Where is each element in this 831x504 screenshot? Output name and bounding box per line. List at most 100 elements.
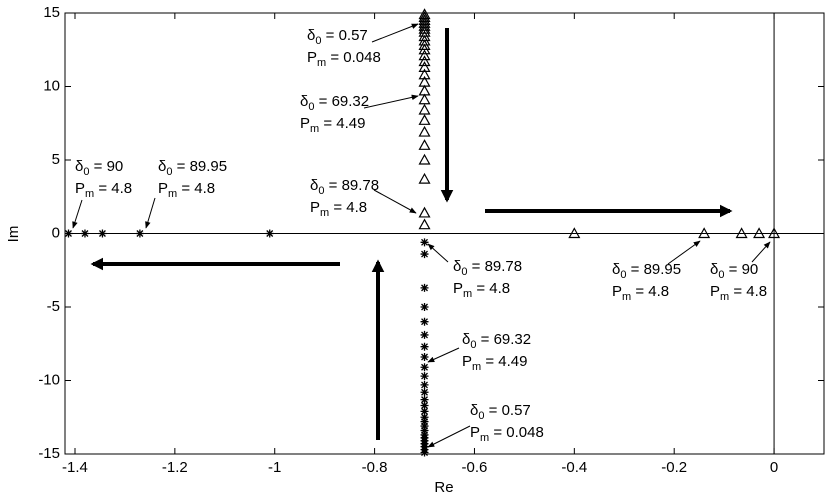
x-tick-label: -0.4 [561, 459, 587, 476]
triangle-outline [418, 125, 431, 137]
point [418, 61, 431, 72]
triangle-outline [735, 227, 748, 239]
triangle-outline [418, 68, 431, 80]
annotation-symbol: P [300, 115, 310, 132]
annotation-value: = 89.95 [626, 261, 681, 278]
asterisk-stroke [420, 283, 429, 292]
point [418, 84, 431, 96]
triangle-outline [768, 227, 781, 239]
annotation-arrow [427, 425, 471, 448]
asterisk-stroke [420, 303, 429, 311]
point [418, 114, 431, 125]
annotation-symbol: P [307, 49, 317, 66]
annotation-text: Pm = 4.8 [453, 280, 510, 300]
asterisk-stroke [420, 342, 429, 351]
asterisk-stroke [420, 417, 429, 426]
triangle-outline [418, 61, 431, 72]
point [420, 401, 429, 410]
annotation-subscript: m [320, 207, 329, 219]
annotation-subscript: 0 [718, 269, 724, 281]
direction-arrows [90, 28, 733, 440]
annotation-subscript: m [168, 188, 177, 200]
asterisk-stroke [420, 388, 429, 397]
annotation-value: = 89.78 [324, 177, 379, 194]
point [418, 153, 431, 165]
x-tick-label: -0.8 [362, 459, 388, 476]
annotation-text: δ0 = 89.78 [310, 177, 379, 197]
point [418, 103, 431, 115]
asterisk-stroke [420, 422, 429, 431]
y-tick-label: 10 [43, 77, 60, 94]
annotation-subscript: m [472, 361, 481, 373]
point [420, 417, 429, 426]
point [768, 227, 781, 239]
point [420, 303, 429, 311]
annotation-arrow [373, 189, 417, 214]
annotation-value: = 4.8 [631, 283, 669, 300]
point [64, 229, 73, 238]
asterisk-stroke [420, 363, 429, 372]
point [418, 17, 431, 28]
point [420, 426, 429, 435]
asterisk-stroke [420, 413, 429, 422]
annotation-subscript: m [317, 57, 326, 69]
annotation-value: = 4.8 [177, 180, 215, 197]
annotation-subscript: m [85, 188, 94, 200]
triangle-outline [418, 114, 431, 125]
annotation-subscript: m [720, 291, 729, 303]
annotation-symbol: P [462, 353, 472, 370]
point [418, 125, 431, 137]
annotation-arrow [667, 240, 701, 265]
point [418, 206, 431, 218]
point [420, 238, 429, 247]
point [418, 49, 431, 61]
annotation-text: Pm = 4.49 [462, 353, 527, 373]
annotation-subscript: 0 [308, 101, 314, 113]
point [420, 413, 429, 422]
annotation-symbol: P [470, 424, 480, 441]
annotation-value: = 90 [724, 261, 758, 278]
asterisk-stroke [420, 238, 429, 247]
annotation-symbol: δ [75, 158, 83, 175]
point [418, 55, 431, 67]
annotation-symbol: δ [310, 177, 318, 194]
annotation-value: = 90 [89, 158, 123, 175]
asterisk-stroke [420, 317, 429, 326]
annotation-arrow [427, 243, 449, 263]
annotation-text: δ0 = 0.57 [307, 27, 368, 47]
point [265, 229, 274, 238]
annotation-value: = 4.49 [481, 353, 527, 370]
annotation-subscript: 0 [166, 166, 172, 178]
annotation-symbol: P [453, 280, 463, 297]
triangle-outline [418, 22, 431, 34]
point [753, 227, 766, 239]
asterisk-stroke [64, 229, 73, 238]
asterisk-stroke [420, 448, 429, 457]
triangle-outline [418, 25, 431, 37]
annotation-subscript: m [480, 432, 489, 444]
annotation-symbol: δ [470, 402, 478, 419]
y-tick-label: 0 [52, 224, 60, 241]
annotation-text: Pm = 4.8 [75, 180, 132, 200]
y-axis-label: Im [5, 226, 22, 243]
point [735, 227, 748, 239]
point [418, 75, 431, 87]
annotation-value: = 0.048 [489, 424, 544, 441]
x-tick-label: -0.2 [661, 459, 687, 476]
annotation-value: = 89.78 [467, 258, 522, 275]
annotation-value: = 69.32 [476, 331, 531, 348]
asterisk-stroke [135, 229, 144, 238]
point [418, 25, 431, 37]
point [418, 68, 431, 80]
annotation-subscript: 0 [315, 35, 321, 47]
point [420, 388, 429, 397]
triangle-outline [418, 11, 431, 23]
annotation-symbol: P [310, 199, 320, 216]
point [420, 363, 429, 372]
annotation-symbol: δ [300, 93, 308, 110]
point [418, 93, 431, 105]
annotation-arrow [145, 197, 156, 229]
annotation-text: δ0 = 90 [75, 158, 123, 178]
triangle-outline [418, 8, 431, 20]
